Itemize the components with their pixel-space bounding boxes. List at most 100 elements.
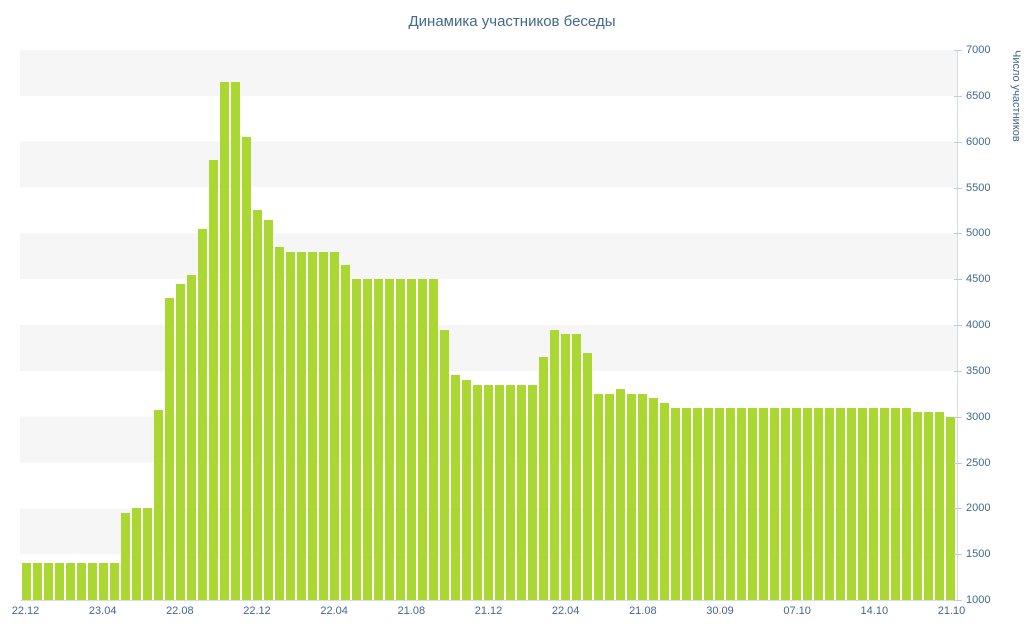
bar[interactable] xyxy=(616,389,625,600)
bar[interactable] xyxy=(759,407,768,600)
bar[interactable] xyxy=(902,407,911,600)
bar[interactable] xyxy=(550,329,559,600)
bar[interactable] xyxy=(825,407,834,600)
bar[interactable] xyxy=(143,508,152,600)
bar[interactable] xyxy=(715,407,724,600)
x-axis-tick-label: 21.08 xyxy=(397,605,426,617)
bar[interactable] xyxy=(814,407,823,600)
bar[interactable] xyxy=(506,384,515,600)
bar[interactable] xyxy=(946,416,955,600)
bar[interactable] xyxy=(649,398,658,600)
bar[interactable] xyxy=(561,334,570,600)
bar[interactable] xyxy=(704,407,713,600)
bar[interactable] xyxy=(176,283,185,600)
bar[interactable] xyxy=(220,82,229,600)
bar[interactable] xyxy=(429,279,438,600)
bar[interactable] xyxy=(66,563,75,600)
bar[interactable] xyxy=(517,384,526,600)
bar[interactable] xyxy=(319,251,328,600)
y-axis-tick-label: 6500 xyxy=(966,89,991,102)
bar[interactable] xyxy=(913,412,922,600)
bar[interactable] xyxy=(297,251,306,600)
bar[interactable] xyxy=(407,279,416,600)
bar[interactable] xyxy=(22,563,31,600)
y-axis-tick-mark xyxy=(954,462,962,464)
bar[interactable] xyxy=(539,357,548,600)
bar[interactable] xyxy=(242,137,251,600)
bar[interactable] xyxy=(781,407,790,600)
bar[interactable] xyxy=(748,407,757,600)
bar[interactable] xyxy=(154,410,163,600)
bar[interactable] xyxy=(44,563,53,600)
x-axis-tick-label: 21.08 xyxy=(629,605,657,617)
bar[interactable] xyxy=(121,512,130,600)
bar[interactable] xyxy=(418,279,427,600)
bar[interactable] xyxy=(165,297,174,600)
bar[interactable] xyxy=(286,251,295,600)
bar[interactable] xyxy=(891,407,900,600)
bar[interactable] xyxy=(55,563,64,600)
bar[interactable] xyxy=(308,251,317,600)
bar[interactable] xyxy=(528,384,537,600)
bar[interactable] xyxy=(396,279,405,600)
bar[interactable] xyxy=(627,393,636,600)
bar[interactable] xyxy=(209,160,218,600)
bar[interactable] xyxy=(660,402,669,600)
y-axis-tick-label: 2500 xyxy=(966,456,991,469)
bar[interactable] xyxy=(671,407,680,600)
bar[interactable] xyxy=(110,563,119,600)
bar[interactable] xyxy=(693,407,702,600)
bar[interactable] xyxy=(330,251,339,600)
bar[interactable] xyxy=(440,329,449,600)
bar[interactable] xyxy=(363,279,372,600)
bar[interactable] xyxy=(77,563,86,600)
bar[interactable] xyxy=(638,393,647,600)
bar[interactable] xyxy=(33,563,42,600)
bar[interactable] xyxy=(935,412,944,600)
bar[interactable] xyxy=(770,407,779,600)
bar[interactable] xyxy=(583,352,592,600)
bar[interactable] xyxy=(880,407,889,600)
y-axis-tick-label: 7000 xyxy=(966,44,991,56)
x-axis-tick-label: 23.04 xyxy=(88,605,117,617)
bar[interactable] xyxy=(726,407,735,600)
bar[interactable] xyxy=(847,407,856,600)
bar[interactable] xyxy=(341,265,350,600)
bar[interactable] xyxy=(451,375,460,600)
bar[interactable] xyxy=(572,334,581,600)
bar[interactable] xyxy=(88,563,97,600)
x-axis-tick-label: 22.12 xyxy=(11,605,40,617)
bar[interactable] xyxy=(385,279,394,600)
bar[interactable] xyxy=(231,82,240,600)
bar[interactable] xyxy=(187,274,196,600)
x-axis-tick-label: 22.08 xyxy=(166,605,194,617)
bar[interactable] xyxy=(836,407,845,600)
bar[interactable] xyxy=(473,384,482,600)
bar[interactable] xyxy=(462,380,471,600)
bar-series xyxy=(20,50,957,600)
bar[interactable] xyxy=(352,279,361,600)
bar[interactable] xyxy=(99,563,108,600)
bar[interactable] xyxy=(605,393,614,600)
bar[interactable] xyxy=(484,384,493,600)
bar[interactable] xyxy=(792,407,801,600)
bar[interactable] xyxy=(495,384,504,600)
bar[interactable] xyxy=(132,508,141,600)
bar[interactable] xyxy=(924,412,933,600)
bar[interactable] xyxy=(682,407,691,600)
y-axis-tick-mark xyxy=(954,554,962,556)
bar[interactable] xyxy=(594,393,603,600)
bar[interactable] xyxy=(858,407,867,600)
bar[interactable] xyxy=(869,407,878,600)
bar[interactable] xyxy=(275,247,284,600)
y-axis-tick-mark xyxy=(954,95,962,97)
bar[interactable] xyxy=(253,210,262,600)
bar[interactable] xyxy=(198,228,207,600)
bar[interactable] xyxy=(264,219,273,600)
y-axis-tick-mark xyxy=(954,279,962,281)
y-axis-tick-label: 4500 xyxy=(966,273,991,286)
bar[interactable] xyxy=(374,279,383,600)
bar[interactable] xyxy=(803,407,812,600)
bar[interactable] xyxy=(737,407,746,600)
y-axis: 1000 1500 2000 2500 3000 3500 4000 4500 5000 5500… xyxy=(954,44,1004,606)
